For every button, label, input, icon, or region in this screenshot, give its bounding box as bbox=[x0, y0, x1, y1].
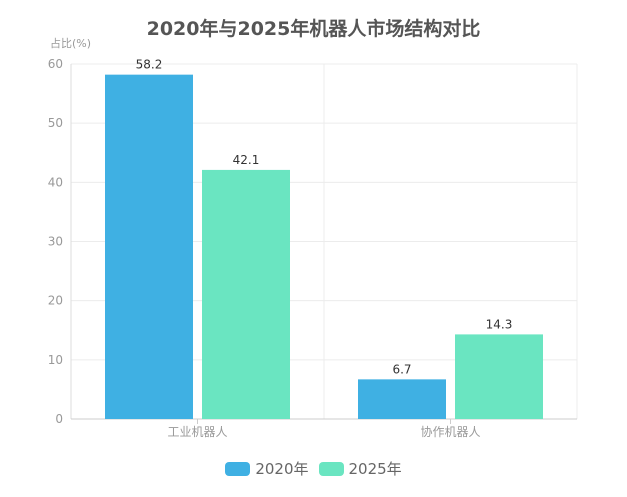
data-label: 14.3 bbox=[486, 317, 513, 331]
legend-label-2025: 2025年 bbox=[348, 460, 402, 478]
legend-swatch-2020 bbox=[225, 461, 251, 476]
legend-label-2020: 2020年 bbox=[255, 460, 309, 478]
legend-item-2025[interactable]: 2025年 bbox=[318, 458, 402, 479]
data-label: 58.2 bbox=[136, 58, 163, 72]
y-tick-label: 10 bbox=[48, 353, 63, 367]
y-tick-label: 20 bbox=[48, 294, 63, 308]
y-tick-label: 60 bbox=[48, 57, 63, 71]
y-axis-label: 占比(%) bbox=[50, 37, 92, 50]
y-tick-label: 0 bbox=[55, 412, 63, 426]
data-label: 42.1 bbox=[233, 153, 260, 167]
x-tick-label: 协作机器人 bbox=[420, 424, 480, 439]
bar bbox=[358, 379, 446, 419]
x-tick-label: 工业机器人 bbox=[167, 425, 227, 439]
y-tick-label: 50 bbox=[48, 116, 63, 130]
legend-swatch-2025 bbox=[318, 461, 344, 476]
bar bbox=[202, 169, 290, 419]
data-label: 6.7 bbox=[392, 362, 411, 376]
y-tick-label: 40 bbox=[48, 175, 63, 189]
bar bbox=[105, 74, 193, 420]
bar bbox=[455, 334, 543, 419]
chart-title: 2020年与2025年机器人市场结构对比 bbox=[146, 18, 481, 40]
legend-item-2020[interactable]: 2020年 bbox=[225, 458, 309, 479]
legend: 2020年 2025年 bbox=[0, 458, 627, 479]
y-tick-label: 30 bbox=[48, 235, 63, 249]
